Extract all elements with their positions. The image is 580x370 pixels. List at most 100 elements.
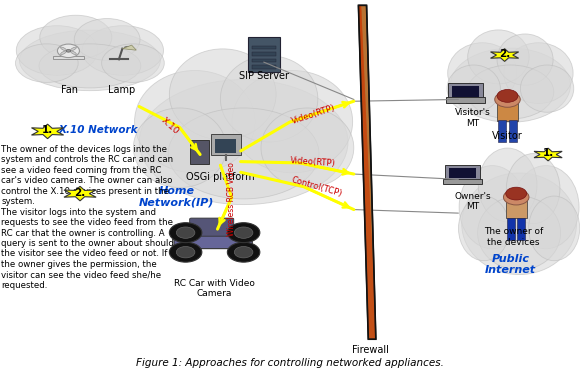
- Circle shape: [169, 242, 202, 262]
- Ellipse shape: [513, 166, 579, 249]
- FancyBboxPatch shape: [248, 37, 280, 72]
- Ellipse shape: [169, 49, 276, 140]
- Ellipse shape: [478, 148, 537, 222]
- Polygon shape: [358, 5, 369, 339]
- FancyBboxPatch shape: [448, 84, 483, 98]
- Circle shape: [176, 227, 195, 238]
- Circle shape: [506, 187, 527, 200]
- Ellipse shape: [261, 108, 354, 188]
- Ellipse shape: [467, 65, 554, 119]
- Text: Home
Network(IP): Home Network(IP): [139, 186, 215, 208]
- Ellipse shape: [448, 43, 517, 104]
- Circle shape: [495, 92, 520, 107]
- Polygon shape: [534, 148, 562, 161]
- Text: 2.: 2.: [74, 188, 86, 198]
- Ellipse shape: [458, 196, 509, 261]
- FancyBboxPatch shape: [252, 46, 276, 49]
- Ellipse shape: [40, 15, 112, 59]
- FancyBboxPatch shape: [509, 120, 517, 142]
- Ellipse shape: [232, 70, 353, 173]
- Ellipse shape: [447, 65, 501, 112]
- Text: The visitor logs into the system and
requests to see the video feed from the
RC : The visitor logs into the system and req…: [1, 208, 174, 290]
- FancyBboxPatch shape: [517, 218, 525, 240]
- Circle shape: [497, 90, 518, 102]
- FancyBboxPatch shape: [449, 168, 476, 178]
- Polygon shape: [491, 49, 519, 61]
- Text: Video(RTP): Video(RTP): [290, 103, 336, 126]
- Ellipse shape: [135, 70, 255, 173]
- Circle shape: [66, 50, 71, 52]
- Text: Control(TCP): Control(TCP): [290, 176, 343, 199]
- FancyBboxPatch shape: [452, 86, 478, 97]
- Polygon shape: [360, 5, 374, 339]
- Circle shape: [169, 223, 202, 243]
- FancyBboxPatch shape: [507, 218, 515, 240]
- Ellipse shape: [19, 30, 160, 91]
- Text: Visitor: Visitor: [492, 131, 523, 141]
- FancyArrowPatch shape: [125, 47, 133, 48]
- Text: Wireless RCB Video: Wireless RCB Video: [227, 162, 237, 236]
- FancyBboxPatch shape: [497, 102, 518, 121]
- Ellipse shape: [74, 18, 140, 60]
- Text: RC Car with Video
Camera: RC Car with Video Camera: [174, 279, 255, 298]
- Ellipse shape: [71, 47, 77, 51]
- Ellipse shape: [168, 108, 319, 199]
- Ellipse shape: [82, 26, 164, 75]
- Polygon shape: [361, 5, 376, 339]
- Text: 1.: 1.: [42, 125, 53, 135]
- Text: Fan: Fan: [61, 85, 78, 95]
- Circle shape: [503, 189, 529, 205]
- Circle shape: [234, 227, 253, 238]
- FancyBboxPatch shape: [190, 218, 234, 236]
- Circle shape: [57, 44, 79, 58]
- Circle shape: [227, 223, 260, 243]
- Ellipse shape: [478, 196, 560, 270]
- Ellipse shape: [133, 108, 226, 188]
- Ellipse shape: [450, 48, 570, 122]
- Polygon shape: [359, 5, 371, 339]
- FancyBboxPatch shape: [506, 200, 527, 218]
- FancyBboxPatch shape: [53, 57, 84, 59]
- Text: X.10 Network: X.10 Network: [59, 125, 139, 135]
- Ellipse shape: [529, 196, 580, 261]
- Text: Owner's
MT: Owner's MT: [454, 192, 491, 211]
- Ellipse shape: [467, 30, 529, 84]
- FancyBboxPatch shape: [215, 138, 236, 153]
- FancyBboxPatch shape: [174, 226, 252, 249]
- Text: X.10: X.10: [160, 116, 181, 136]
- Text: The owner of the devices logs into the
system and controls the RC car and can
se: The owner of the devices logs into the s…: [1, 145, 173, 206]
- Ellipse shape: [71, 51, 77, 55]
- Circle shape: [234, 246, 253, 258]
- Ellipse shape: [520, 65, 574, 112]
- Ellipse shape: [139, 80, 348, 205]
- FancyBboxPatch shape: [498, 120, 506, 142]
- FancyBboxPatch shape: [445, 165, 480, 180]
- Polygon shape: [31, 124, 64, 139]
- Ellipse shape: [102, 44, 164, 83]
- Text: The owner of
the devices: The owner of the devices: [484, 227, 543, 247]
- Ellipse shape: [60, 47, 66, 51]
- Ellipse shape: [16, 44, 78, 83]
- Ellipse shape: [497, 34, 553, 85]
- Text: 2.: 2.: [499, 49, 510, 59]
- Polygon shape: [358, 5, 376, 339]
- Ellipse shape: [60, 51, 66, 55]
- FancyBboxPatch shape: [190, 139, 209, 164]
- Text: Public
Internet: Public Internet: [485, 254, 536, 275]
- FancyBboxPatch shape: [446, 97, 485, 102]
- Text: Figure 1: Approaches for controlling networked appliances.: Figure 1: Approaches for controlling net…: [136, 358, 444, 368]
- Text: 1.: 1.: [542, 148, 554, 158]
- Text: SIP Server: SIP Server: [239, 71, 289, 81]
- Polygon shape: [64, 186, 96, 201]
- Polygon shape: [360, 5, 372, 339]
- Polygon shape: [360, 5, 375, 339]
- FancyBboxPatch shape: [211, 134, 241, 155]
- Text: Firewall: Firewall: [351, 345, 389, 355]
- Ellipse shape: [39, 44, 141, 88]
- FancyBboxPatch shape: [252, 65, 276, 68]
- FancyBboxPatch shape: [252, 58, 276, 62]
- Polygon shape: [122, 45, 136, 50]
- Text: Lamp: Lamp: [108, 85, 135, 95]
- Ellipse shape: [462, 173, 577, 275]
- Text: Video(RTP): Video(RTP): [290, 156, 336, 168]
